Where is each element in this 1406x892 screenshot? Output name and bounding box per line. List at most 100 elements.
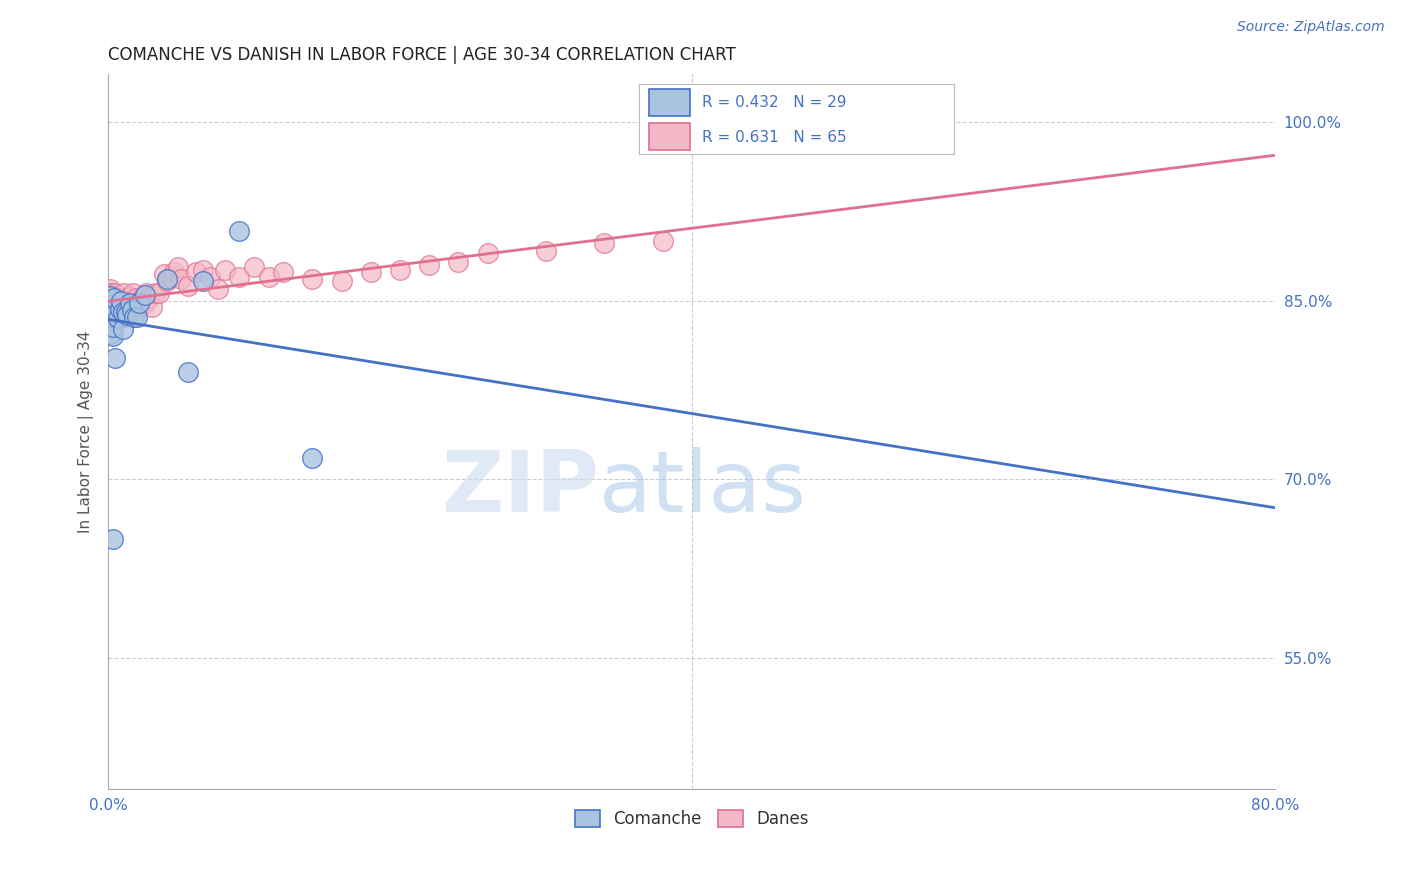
Point <box>101 289 124 303</box>
Point <box>257 269 280 284</box>
Point <box>534 244 557 258</box>
Point <box>191 275 214 289</box>
Point <box>163 265 186 279</box>
Point <box>111 322 134 336</box>
Point <box>360 265 382 279</box>
Point <box>129 300 152 314</box>
Point <box>134 296 156 310</box>
Point <box>104 286 127 301</box>
Point <box>98 298 121 312</box>
Point <box>118 301 141 315</box>
Point <box>124 296 146 310</box>
Point <box>477 246 499 260</box>
Point <box>108 301 131 316</box>
Point <box>271 265 294 279</box>
Point <box>115 308 138 322</box>
Point <box>138 291 160 305</box>
Point <box>177 279 200 293</box>
Point <box>100 310 122 325</box>
Point <box>148 286 170 301</box>
Text: COMANCHE VS DANISH IN LABOR FORCE | AGE 30-34 CORRELATION CHART: COMANCHE VS DANISH IN LABOR FORCE | AGE … <box>108 46 735 64</box>
Point <box>243 260 266 275</box>
Point <box>160 269 183 284</box>
Point <box>103 303 125 318</box>
Point <box>101 319 124 334</box>
Point <box>114 305 136 319</box>
Point <box>110 293 132 308</box>
Point <box>108 291 131 305</box>
Point <box>101 305 124 319</box>
Point <box>132 290 155 304</box>
Point <box>167 260 190 275</box>
Point <box>141 300 163 314</box>
Point <box>125 291 148 305</box>
Point <box>104 351 127 365</box>
Text: atlas: atlas <box>599 448 807 531</box>
Point <box>98 308 121 322</box>
Point <box>388 262 411 277</box>
Text: Source: ZipAtlas.com: Source: ZipAtlas.com <box>1237 20 1385 34</box>
Point <box>228 224 250 238</box>
Point <box>127 310 149 325</box>
Point <box>135 286 157 301</box>
Point <box>107 311 129 326</box>
Point <box>330 275 353 289</box>
Point <box>100 310 122 325</box>
Point <box>418 258 440 272</box>
Point <box>103 315 125 329</box>
Point <box>118 296 141 310</box>
Point <box>170 272 193 286</box>
Point <box>105 305 128 319</box>
Point <box>155 272 177 286</box>
Point <box>101 308 124 322</box>
Point <box>107 310 129 325</box>
Point <box>110 305 132 319</box>
Point <box>115 300 138 314</box>
Point <box>100 326 122 341</box>
Point <box>134 287 156 301</box>
Point <box>155 275 177 289</box>
Point <box>177 365 200 379</box>
Point <box>98 289 121 303</box>
Point <box>152 268 174 282</box>
Point <box>100 296 122 310</box>
Point <box>593 236 616 251</box>
Point <box>98 291 121 305</box>
Point <box>104 296 127 310</box>
Text: ZIP: ZIP <box>440 448 599 531</box>
Point <box>447 255 470 269</box>
Point <box>101 298 124 312</box>
Point <box>108 301 131 316</box>
Point <box>214 262 236 277</box>
Point <box>103 291 125 305</box>
Point <box>98 300 121 314</box>
Legend: Comanche, Danes: Comanche, Danes <box>568 803 815 835</box>
Point <box>128 296 150 310</box>
Point <box>98 282 121 296</box>
Y-axis label: In Labor Force | Age 30-34: In Labor Force | Age 30-34 <box>79 330 94 533</box>
Point <box>111 305 134 319</box>
Point <box>228 269 250 284</box>
Point <box>101 329 124 343</box>
Point <box>121 296 143 310</box>
Point <box>122 286 145 301</box>
Point <box>651 234 673 248</box>
Point <box>112 286 135 301</box>
Point <box>143 286 166 301</box>
Point <box>301 272 323 286</box>
Point <box>117 290 139 304</box>
Point <box>121 303 143 318</box>
Point <box>301 450 323 465</box>
Point <box>127 296 149 310</box>
Point <box>111 305 134 319</box>
Point <box>191 262 214 277</box>
Point <box>101 532 124 546</box>
Point <box>110 293 132 308</box>
Point <box>114 310 136 325</box>
Point <box>111 296 134 310</box>
Point <box>207 282 229 296</box>
Point <box>100 286 122 301</box>
Point <box>124 310 146 325</box>
Point <box>200 269 222 284</box>
Point <box>184 265 207 279</box>
